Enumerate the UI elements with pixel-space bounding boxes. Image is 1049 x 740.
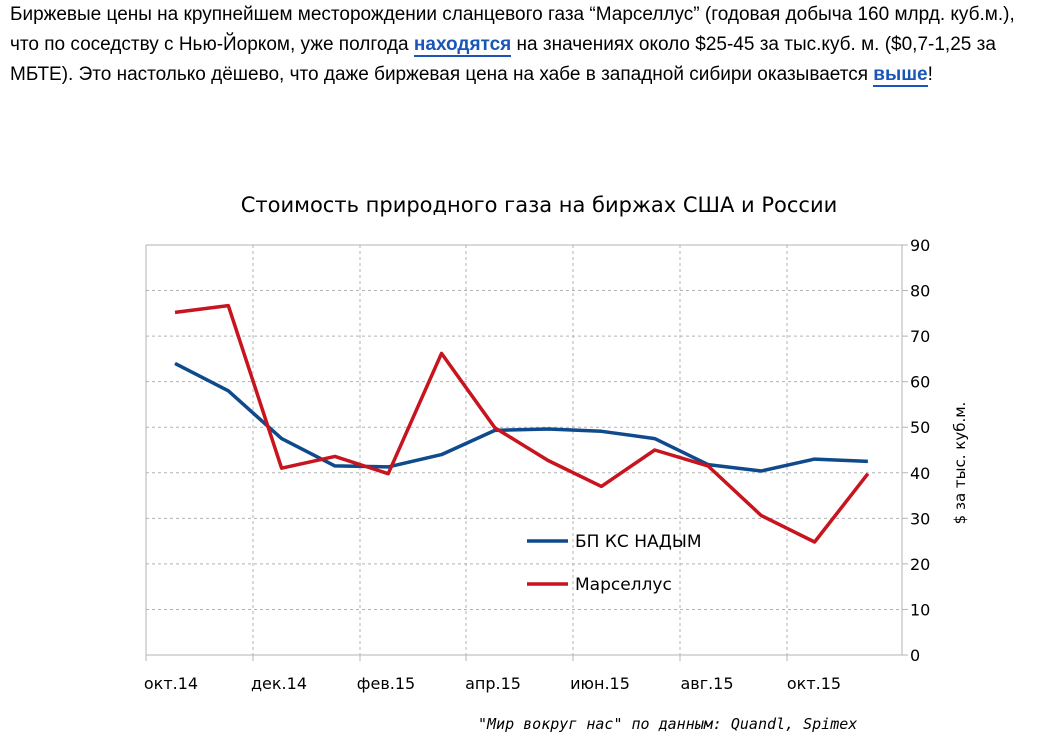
y-tick-label: 70: [910, 327, 930, 346]
x-tick-label: июн.15: [570, 674, 630, 693]
x-tick-label: окт.15: [787, 674, 841, 693]
y-tick-labels: 0 10 20 30 40 50 60 70 80 90: [910, 236, 930, 665]
series-line-1: [174, 303, 870, 544]
y-tick-label: 10: [910, 600, 930, 619]
legend-label-0: БП КС НАДЫМ: [575, 532, 702, 552]
x-tick-label: апр.15: [465, 674, 521, 693]
link-vyshe[interactable]: выше: [873, 64, 928, 87]
legend-label-1: Марселлус: [575, 575, 672, 595]
y-axis-label: $ за тыс. куб.м.: [951, 402, 969, 525]
y-tick-label: 0: [910, 646, 920, 665]
chart-source: "Мир вокруг нас" по данным: Quandl, Spim…: [478, 715, 858, 733]
y-tick-label: 50: [910, 418, 930, 437]
series-line-0: [174, 361, 868, 473]
y-tick-label: 60: [910, 373, 930, 392]
y-tick-label: 40: [910, 464, 930, 483]
chart-grid: [146, 244, 902, 655]
article-paragraph: Биржевые цены на крупнейшем месторождени…: [10, 0, 1045, 90]
article-text-2: на значениях около $25-45 за тыс.куб. м.…: [10, 34, 996, 85]
x-tick-label: окт.14: [144, 674, 198, 693]
x-tick-label: авг.15: [680, 674, 733, 693]
link-nahodyatsya[interactable]: находятся: [413, 34, 512, 57]
x-tick-label: дек.14: [251, 674, 307, 693]
y-tick-label: 20: [910, 555, 930, 574]
chart-title: Стоимость природного газа на биржах США …: [241, 193, 838, 217]
y-tick-label: 90: [910, 236, 930, 255]
article-text-3: !: [927, 64, 933, 85]
chart-legend: БП КС НАДЫМ Марселлус: [527, 532, 702, 595]
x-tick-label: фев.15: [357, 674, 415, 693]
chart-series: [174, 303, 870, 544]
article-text-1: Биржевые цены на крупнейшем месторождени…: [10, 4, 1015, 55]
x-tick-labels: окт.14 дек.14 фев.15 апр.15 июн.15 авг.15 окт.…: [144, 674, 841, 693]
chart-axes: [145, 244, 908, 661]
y-tick-label: 80: [910, 282, 930, 301]
y-tick-label: 30: [910, 509, 930, 528]
